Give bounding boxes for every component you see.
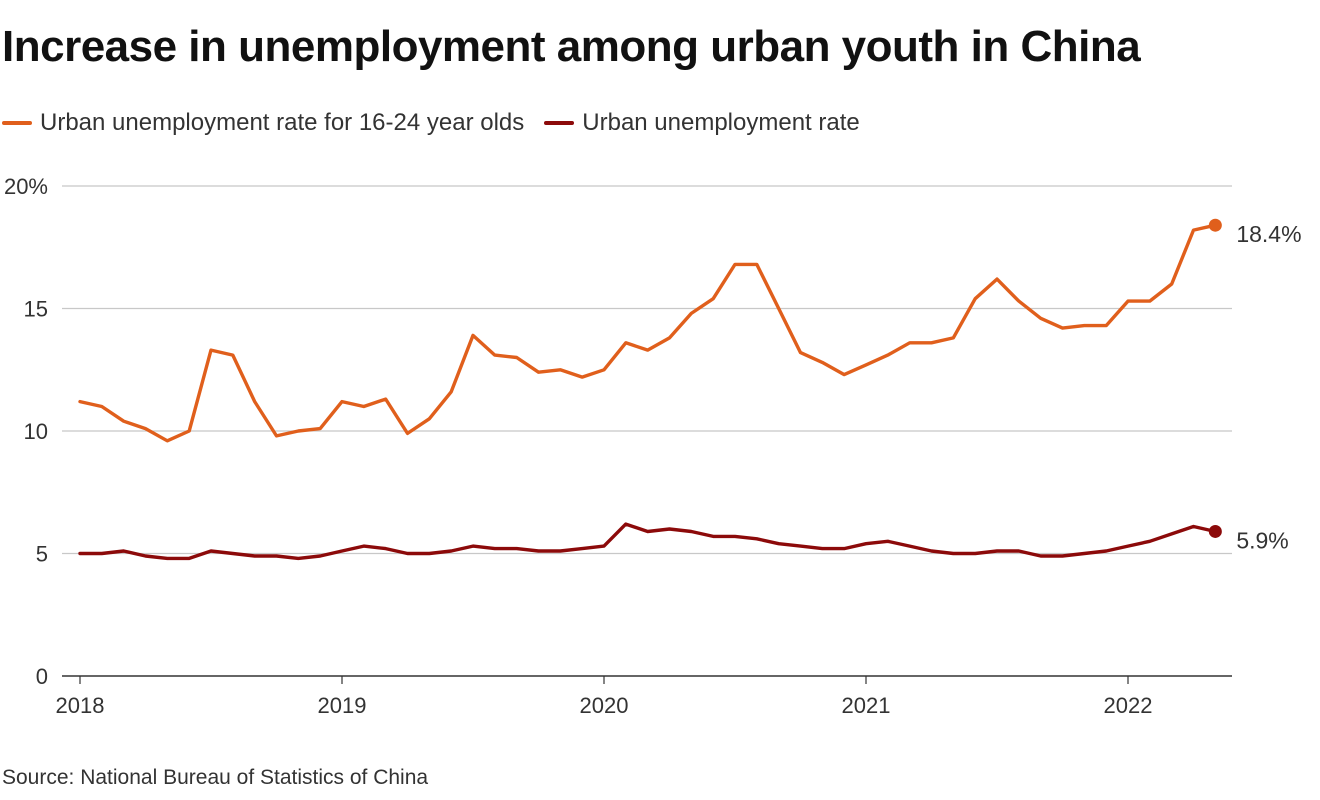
legend-label-overall: Urban unemployment rate	[582, 109, 860, 136]
legend-item-overall: Urban unemployment rate	[544, 109, 860, 137]
legend-label-youth: Urban unemployment rate for 16-24 year o…	[40, 109, 525, 136]
y-tick-label-15: 15	[24, 297, 48, 322]
legend-swatch-overall	[544, 121, 575, 125]
line-chart: 0 5 10 15 20% 2018 2019 2020 2021 2022 18.4% 5.9%	[4, 174, 1302, 718]
series-line-0	[78, 223, 1217, 443]
x-tick-label-2021: 2021	[842, 693, 891, 718]
series-end-point-1	[1208, 524, 1222, 538]
y-axis-tick-labels: 0 5 10 15 20%	[4, 174, 48, 689]
series-0: 18.4%	[78, 218, 1302, 443]
series-lines: 18.4% 5.9%	[78, 218, 1302, 561]
chart-title: Increase in unemployment among urban you…	[2, 22, 1141, 71]
gridlines	[62, 185, 1232, 555]
legend-swatch-youth	[2, 121, 32, 125]
series-end-label-0: 18.4%	[1236, 221, 1301, 247]
series-end-label-1: 5.9%	[1236, 527, 1288, 553]
chart-legend: Urban unemployment rate for 16-24 year o…	[2, 108, 880, 138]
x-axis: 2018 2019 2020 2021 2022	[56, 675, 1232, 718]
x-tick-label-2020: 2020	[580, 693, 629, 718]
y-tick-label-0: 0	[36, 664, 48, 689]
legend-item-youth: Urban unemployment rate for 16-24 year o…	[2, 109, 524, 137]
x-tick-label-2022: 2022	[1104, 693, 1153, 718]
x-tick-label-2018: 2018	[56, 693, 105, 718]
series-end-point-0	[1208, 218, 1222, 232]
y-tick-label-5: 5	[36, 542, 48, 567]
y-tick-label-10: 10	[24, 419, 48, 444]
y-tick-label-20: 20%	[4, 174, 48, 199]
series-line-1	[78, 522, 1217, 561]
x-tick-label-2019: 2019	[318, 693, 367, 718]
series-1: 5.9%	[78, 522, 1289, 561]
source-note: Source: National Bureau of Statistics of…	[2, 766, 429, 789]
